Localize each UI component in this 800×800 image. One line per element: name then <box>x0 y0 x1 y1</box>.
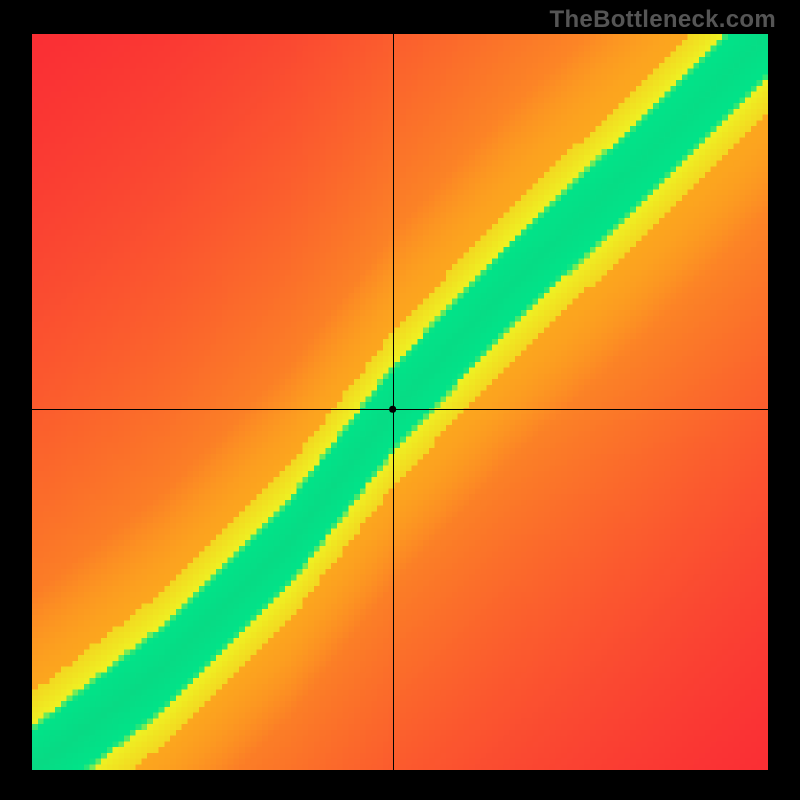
chart-frame: TheBottleneck.com <box>0 0 800 800</box>
watermark-text: TheBottleneck.com <box>550 6 776 34</box>
plot-area <box>32 34 768 770</box>
crosshair-overlay <box>32 34 768 770</box>
